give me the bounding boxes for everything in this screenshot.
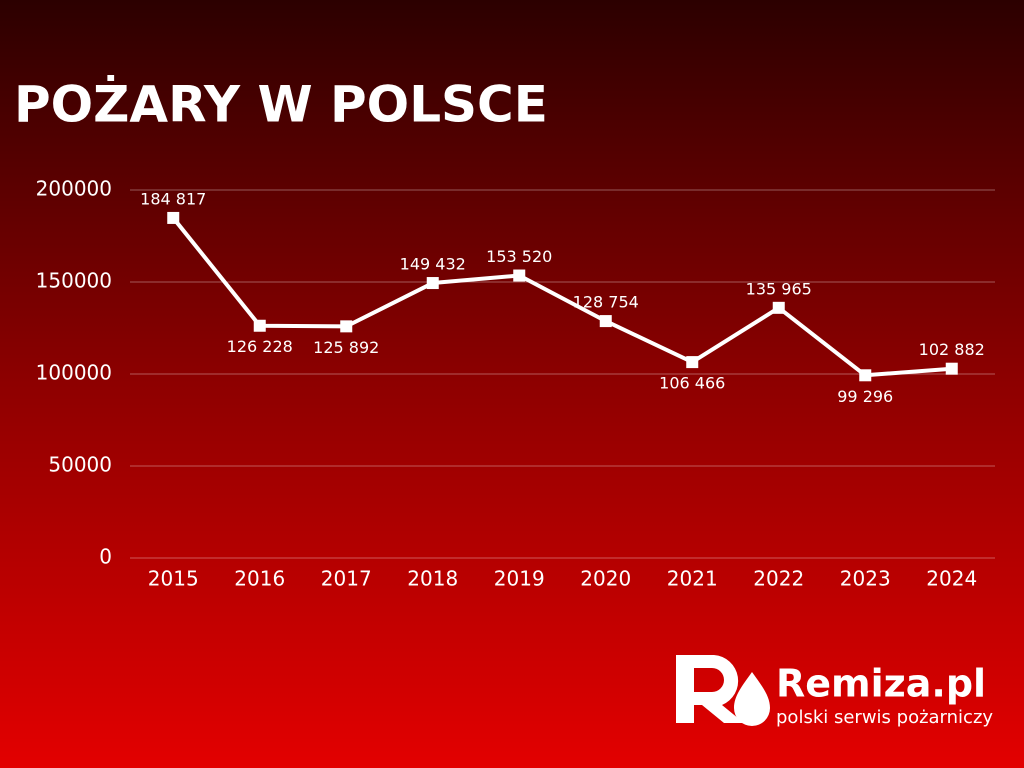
marker	[599, 315, 612, 328]
x-tick-label: 2023	[840, 567, 891, 591]
marker	[513, 269, 526, 282]
logo-mark	[676, 655, 744, 723]
data-label: 102 882	[919, 340, 985, 359]
chart-title: POŻARY W POLSCE	[14, 76, 548, 134]
y-tick-label: 50000	[48, 453, 112, 477]
x-tick-label: 2015	[148, 567, 199, 591]
data-label: 184 817	[140, 189, 206, 208]
brand-tagline: polski serwis pożarniczy	[776, 707, 993, 728]
marker	[772, 301, 785, 314]
line	[171, 216, 952, 378]
marker	[859, 369, 872, 382]
x-tick-label: 2016	[234, 567, 285, 591]
data-label: 99 296	[837, 387, 893, 406]
marker	[686, 356, 699, 369]
brand-name: Remiza.pl	[776, 662, 986, 706]
data-label: 135 965	[746, 279, 812, 298]
marker	[426, 277, 439, 290]
x-tick-label: 2022	[753, 567, 804, 591]
data-label: 149 432	[400, 255, 466, 274]
data-label: 125 892	[313, 338, 379, 357]
x-tick-label: 2020	[580, 567, 631, 591]
x-tick-label: 2018	[407, 567, 458, 591]
y-tick-label: 0	[99, 545, 112, 569]
x-tick-label: 2017	[321, 567, 372, 591]
x-tick-label: 2024	[926, 567, 977, 591]
x-tick-label: 2019	[494, 567, 545, 591]
y-tick-label: 100000	[36, 361, 112, 385]
marker	[253, 319, 266, 332]
data-label: 128 754	[573, 293, 639, 312]
data-label: 126 228	[227, 337, 293, 356]
data-label: 106 466	[659, 374, 725, 393]
marker	[945, 362, 958, 375]
x-tick-label: 2021	[667, 567, 718, 591]
y-tick-label: 150000	[36, 269, 112, 293]
marker	[340, 320, 353, 333]
logo: Remiza.pl polski serwis pożarniczy	[676, 655, 993, 728]
marker	[167, 211, 180, 224]
data-label: 153 520	[486, 247, 552, 266]
logo-drop	[734, 672, 770, 726]
y-tick-label: 200000	[36, 177, 112, 201]
